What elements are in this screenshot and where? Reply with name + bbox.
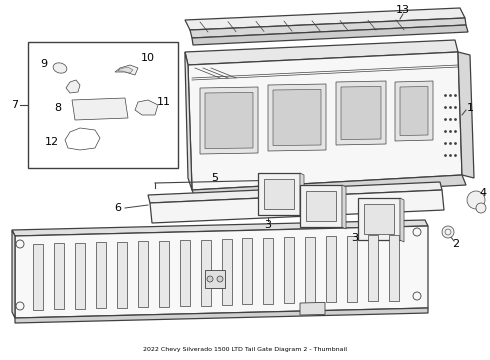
Polygon shape (400, 86, 428, 135)
Polygon shape (200, 239, 211, 306)
Polygon shape (150, 190, 444, 223)
Polygon shape (148, 182, 442, 203)
Ellipse shape (53, 63, 67, 73)
Polygon shape (117, 242, 127, 307)
Polygon shape (305, 237, 315, 303)
Circle shape (467, 191, 485, 209)
Polygon shape (264, 238, 273, 304)
Polygon shape (268, 84, 326, 151)
Text: 1: 1 (466, 103, 473, 113)
Polygon shape (96, 242, 106, 308)
Polygon shape (66, 80, 80, 93)
Polygon shape (300, 302, 325, 315)
Polygon shape (342, 185, 346, 229)
Polygon shape (33, 244, 43, 310)
Text: 3: 3 (351, 233, 359, 243)
Polygon shape (15, 226, 428, 318)
Polygon shape (221, 239, 231, 305)
Polygon shape (185, 40, 458, 65)
Polygon shape (185, 52, 192, 190)
Polygon shape (185, 8, 465, 30)
Text: 6: 6 (115, 203, 122, 213)
Polygon shape (200, 87, 258, 154)
Text: 9: 9 (41, 59, 48, 69)
Polygon shape (395, 81, 433, 141)
Polygon shape (205, 93, 253, 149)
Polygon shape (190, 18, 466, 38)
Polygon shape (188, 52, 462, 190)
Text: 8: 8 (54, 103, 62, 113)
Polygon shape (358, 198, 400, 240)
Text: 13: 13 (396, 5, 410, 15)
Polygon shape (347, 236, 357, 302)
Polygon shape (54, 243, 64, 309)
Polygon shape (300, 185, 342, 227)
Polygon shape (15, 308, 428, 323)
Polygon shape (12, 230, 15, 318)
Polygon shape (368, 235, 378, 301)
Polygon shape (159, 240, 169, 306)
Polygon shape (336, 81, 386, 145)
Polygon shape (258, 173, 300, 215)
Polygon shape (364, 204, 394, 234)
Polygon shape (341, 86, 381, 140)
Polygon shape (75, 243, 85, 309)
Circle shape (442, 226, 454, 238)
Text: 11: 11 (157, 97, 171, 107)
Polygon shape (389, 235, 399, 301)
Polygon shape (180, 240, 190, 306)
Circle shape (476, 203, 486, 213)
Polygon shape (138, 241, 147, 307)
Polygon shape (273, 90, 321, 145)
Polygon shape (72, 98, 128, 120)
Polygon shape (306, 191, 336, 221)
Polygon shape (118, 67, 133, 73)
Polygon shape (205, 270, 225, 288)
Text: 3: 3 (265, 220, 271, 230)
Text: 2: 2 (452, 239, 460, 249)
Polygon shape (264, 179, 294, 209)
Text: 10: 10 (141, 53, 155, 63)
Polygon shape (400, 198, 404, 242)
Circle shape (217, 276, 223, 282)
Text: 5: 5 (212, 173, 219, 183)
Text: 12: 12 (45, 137, 59, 147)
Circle shape (207, 276, 213, 282)
Polygon shape (284, 238, 294, 303)
Polygon shape (192, 175, 466, 200)
Polygon shape (326, 237, 336, 302)
Polygon shape (192, 25, 468, 45)
Polygon shape (243, 238, 252, 305)
Polygon shape (300, 173, 304, 217)
Text: 7: 7 (11, 100, 19, 110)
Text: 2022 Chevy Silverado 1500 LTD Tail Gate Diagram 2 - Thumbnail: 2022 Chevy Silverado 1500 LTD Tail Gate … (143, 347, 347, 352)
Bar (28, 42, 178, 168)
Text: 4: 4 (479, 188, 487, 198)
Polygon shape (115, 65, 138, 75)
Polygon shape (12, 220, 428, 236)
Polygon shape (458, 52, 474, 178)
Polygon shape (135, 100, 158, 115)
